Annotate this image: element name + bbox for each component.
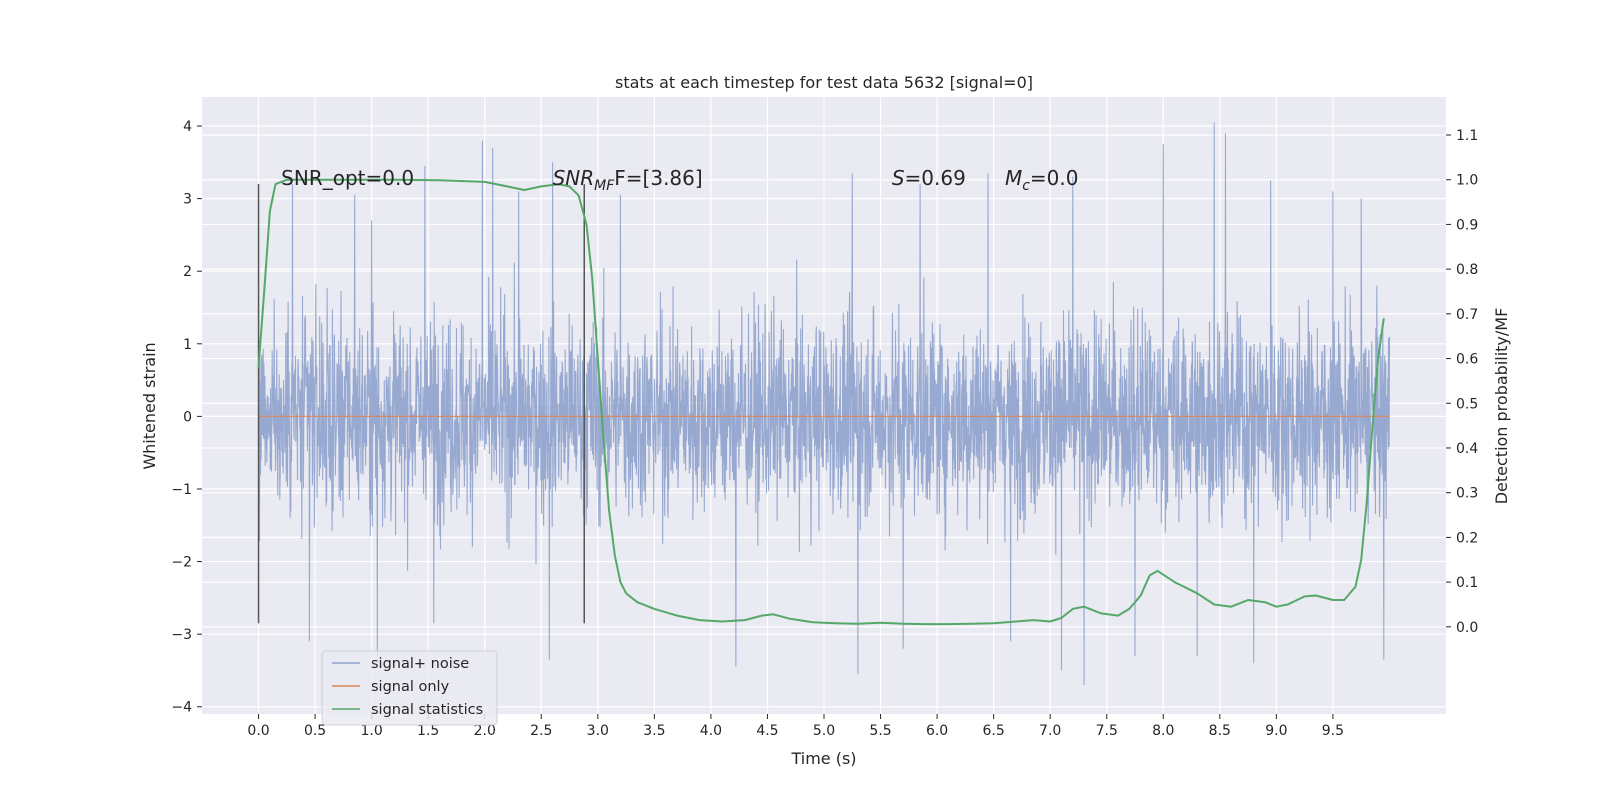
right-y-tick-label: 0.8 — [1456, 262, 1478, 278]
signal-plus-noise-line — [257, 122, 1391, 686]
right-y-tick-label: 0.1 — [1456, 575, 1478, 591]
x-tick-label: 7.0 — [1039, 723, 1061, 739]
legend-label-signal-statistics: signal statistics — [371, 702, 483, 718]
right-y-tick-label: 1.0 — [1456, 173, 1478, 189]
y-tick-label: 0 — [183, 409, 192, 425]
y-tick-label: −4 — [171, 700, 192, 716]
y-tick-label: −1 — [171, 482, 192, 498]
x-tick-label: 8.0 — [1152, 723, 1174, 739]
right-y-tick-label: 1.1 — [1456, 128, 1478, 144]
x-tick-label: 5.0 — [813, 723, 835, 739]
x-tick-label: 3.5 — [643, 723, 665, 739]
right-y-tick-label: 0.7 — [1456, 307, 1478, 323]
marker-lines — [257, 184, 585, 624]
legend-label-signal-only: signal only — [371, 679, 450, 695]
right-y-tick-label: 0.0 — [1456, 620, 1478, 636]
x-tick-label: 6.5 — [983, 723, 1005, 739]
x-tick-label: 5.5 — [869, 723, 891, 739]
x-axis-label: Time (s) — [790, 749, 856, 768]
x-tick-label: 2.5 — [530, 723, 552, 739]
right-y-tick-label: 0.4 — [1456, 441, 1478, 457]
legend-box — [321, 650, 498, 726]
annotation-text: SNRMFF=[3.86] — [553, 166, 703, 194]
right-y-tick-label: 0.5 — [1456, 396, 1478, 412]
legend: signal+ noise signal only signal statist… — [321, 650, 498, 726]
y-tick-label: −3 — [171, 627, 192, 643]
y-axis-label: Whitened strain — [140, 342, 159, 469]
x-tick-label: 7.5 — [1096, 723, 1118, 739]
annotation-text: S=0.69 — [892, 166, 966, 190]
x-tick-label: 9.0 — [1265, 723, 1287, 739]
annotations: SNR_opt=0.0 SNRMFF=[3.86] S=0.69 Mc=0.0 — [281, 166, 1078, 194]
x-tick-label: 8.5 — [1209, 723, 1231, 739]
right-y-axis-label: Detection probability/MF — [1492, 308, 1511, 505]
x-tick-label: 3.0 — [587, 723, 609, 739]
y-axis-ticks: 4 3 2 1 0 −1 −2 −3 −4 — [171, 119, 202, 716]
x-tick-label: 4.5 — [756, 723, 778, 739]
right-y-axis-ticks: 1.1 1.0 0.9 0.8 0.7 0.6 0.5 0.4 0.3 0.2 0.1 0.0 — [1446, 128, 1478, 636]
right-y-tick-label: 0.2 — [1456, 530, 1478, 546]
y-tick-label: 4 — [183, 119, 192, 135]
annotation-text: SNR_opt=0.0 — [281, 166, 414, 190]
x-tick-label: 2.0 — [474, 723, 496, 739]
signal-statistics-line — [257, 178, 1385, 626]
y-tick-label: 2 — [183, 264, 192, 280]
x-tick-label: 6.0 — [926, 723, 948, 739]
y-tick-label: 3 — [183, 192, 192, 208]
x-tick-label: 0.5 — [304, 723, 326, 739]
legend-label-signal-plus-noise: signal+ noise — [371, 656, 469, 672]
x-tick-label: 1.0 — [361, 723, 383, 739]
right-y-tick-label: 0.9 — [1456, 217, 1478, 233]
right-y-tick-label: 0.6 — [1456, 352, 1478, 368]
series-signal-statistics — [257, 178, 1385, 626]
x-tick-label: 9.5 — [1322, 723, 1344, 739]
x-tick-label: 0.0 — [247, 723, 269, 739]
annotation-text: Mc=0.0 — [1005, 166, 1079, 194]
x-axis-ticks: 0.0 0.5 1.0 1.5 2.0 2.5 3.0 3.5 4.0 4.5 5.0 5.5 6.0 6… — [247, 714, 1344, 739]
x-tick-label: 1.5 — [417, 723, 439, 739]
right-y-tick-label: 0.3 — [1456, 486, 1478, 502]
series-signal-plus-noise — [257, 122, 1391, 686]
y-tick-label: 1 — [183, 337, 192, 353]
y-tick-label: −2 — [171, 555, 192, 571]
x-tick-label: 4.0 — [700, 723, 722, 739]
chart-title: stats at each timestep for test data 563… — [615, 73, 1033, 92]
